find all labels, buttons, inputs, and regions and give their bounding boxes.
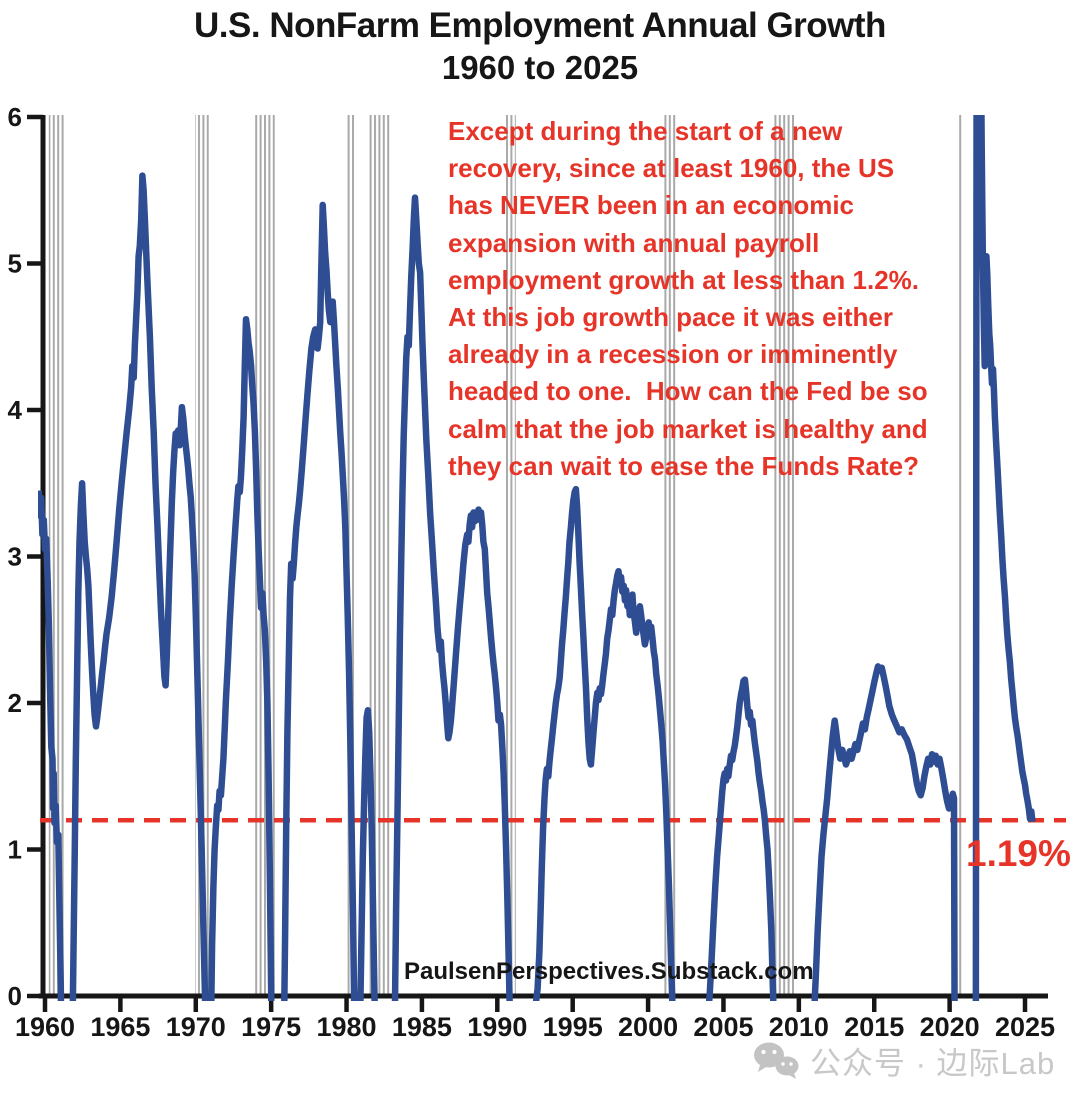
source-label: PaulsenPerspectives.Substack.com — [404, 958, 814, 985]
x-tick-label: 2015 — [844, 1012, 904, 1042]
x-tick-label: 1980 — [317, 1012, 377, 1042]
recession-band — [504, 115, 516, 996]
watermark-text: 公众号 · 边际Lab — [810, 1046, 1056, 1081]
annotation-line: headed to one. How can the Fed be so — [448, 376, 928, 407]
y-tick-label: 5 — [8, 249, 22, 279]
y-tick-label: 0 — [8, 981, 22, 1011]
annotation: Except during the start of a new recovery… — [448, 113, 928, 485]
wechat-icon — [754, 1042, 799, 1079]
annotation-line: has NEVER been in an economic — [448, 190, 854, 221]
annotation-line: they can wait to ease the Funds Rate? — [448, 450, 919, 481]
threshold-value-label: 1.19% — [966, 833, 1071, 874]
annotation-line: calm that the job market is healthy and — [448, 413, 928, 444]
y-tick-label: 1 — [8, 835, 22, 865]
page-title: U.S. NonFarm Employment Annual Growth — [194, 6, 886, 45]
annotation-line: already in a recession or imminently — [448, 339, 898, 370]
y-tick-label: 2 — [8, 688, 22, 718]
watermark: 公众号 · 边际Lab — [750, 1038, 1055, 1083]
x-tick-label: 1975 — [241, 1012, 301, 1042]
recession-band — [773, 115, 796, 996]
chart-title-block: U.S. NonFarm Employment Annual Growth 19… — [0, 4, 1080, 88]
recession-band — [957, 115, 963, 996]
annotation-line: recovery, since at least 1960, the US — [448, 153, 895, 184]
y-tick-label: 4 — [8, 395, 23, 425]
annotation-line: employment growth at less than 1.2%. — [448, 264, 919, 295]
annotation-line: Except during the start of a new — [448, 116, 843, 146]
x-tick-label: 2020 — [920, 1012, 980, 1042]
x-tick-label: 2025 — [995, 1012, 1055, 1042]
x-tick-label: 1970 — [166, 1012, 226, 1042]
page-subtitle: 1960 to 2025 — [441, 49, 639, 86]
y-tick-label: 6 — [8, 102, 22, 132]
x-tick-label: 2005 — [693, 1012, 753, 1042]
x-tick-label: 1990 — [467, 1012, 527, 1042]
x-tick-label: 2000 — [618, 1012, 678, 1042]
x-tick-label: 1965 — [90, 1012, 150, 1042]
annotation-line: At this job growth pace it was either — [448, 302, 893, 333]
x-tick-label: 2010 — [769, 1012, 829, 1042]
annotation-line: expansion with annual payroll — [448, 227, 820, 258]
x-tick-label: 1960 — [15, 1012, 75, 1042]
recession-band — [369, 115, 391, 996]
employment-growth-line — [38, 115, 1036, 1001]
x-tick-label: 1995 — [543, 1012, 603, 1042]
x-tick-label: 1985 — [392, 1012, 452, 1042]
y-tick-label: 3 — [8, 542, 22, 572]
recession-band — [347, 115, 355, 996]
